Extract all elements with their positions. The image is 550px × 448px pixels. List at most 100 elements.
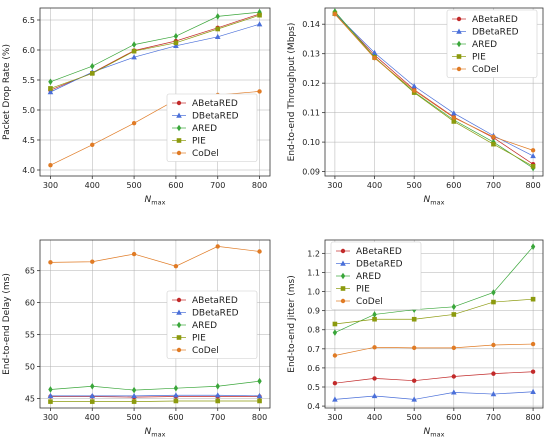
legend-label: ARED bbox=[192, 321, 217, 331]
series-line bbox=[50, 380, 260, 391]
data-point bbox=[131, 48, 137, 54]
data-point bbox=[411, 316, 417, 322]
y-tick-label: 0.9 bbox=[307, 307, 320, 316]
legend-label: PIE bbox=[356, 285, 370, 295]
legend-marker bbox=[340, 248, 346, 254]
data-point bbox=[411, 378, 417, 383]
data-point bbox=[530, 152, 536, 159]
series-line bbox=[50, 400, 260, 402]
legend-marker bbox=[456, 40, 462, 48]
legend-marker bbox=[176, 150, 182, 156]
y-tick-label: 0.5 bbox=[307, 383, 320, 392]
data-point bbox=[131, 392, 137, 399]
data-point bbox=[332, 321, 338, 327]
x-tick-label: 700 bbox=[486, 181, 501, 190]
series-abetared bbox=[332, 369, 536, 386]
data-point bbox=[89, 71, 95, 76]
data-point bbox=[451, 119, 457, 124]
legend-marker bbox=[456, 16, 462, 22]
data-point bbox=[173, 392, 179, 398]
data-point bbox=[411, 83, 417, 89]
data-point bbox=[47, 89, 54, 95]
x-tick-label: 600 bbox=[168, 181, 183, 190]
legend-marker bbox=[176, 100, 182, 106]
y-axis-label: End-to-end Delay (ms) bbox=[2, 273, 12, 375]
x-axis-label: Nmax bbox=[145, 195, 166, 207]
data-point bbox=[332, 396, 338, 402]
series-dbetared bbox=[47, 392, 263, 399]
y-tick-label: 5.5 bbox=[22, 76, 35, 85]
y-tick-label: 6.5 bbox=[22, 16, 35, 25]
legend-label: CoDel bbox=[192, 346, 219, 356]
data-point bbox=[90, 259, 95, 264]
series-line bbox=[334, 298, 534, 325]
data-point bbox=[215, 244, 220, 249]
y-tick-label: 0.13 bbox=[302, 50, 320, 59]
legend-label: PIE bbox=[192, 334, 206, 344]
data-point bbox=[332, 329, 338, 336]
data-point bbox=[451, 115, 457, 120]
x-axis-label-subscript: max bbox=[430, 199, 444, 207]
x-tick-label: 800 bbox=[252, 181, 267, 190]
legend: ABetaRED DBetaRED ARED PIE CoDel bbox=[330, 241, 422, 310]
series-line bbox=[334, 246, 534, 333]
data-point bbox=[371, 392, 378, 399]
data-point bbox=[173, 263, 179, 269]
data-point bbox=[491, 299, 496, 305]
y-axis-label: Packet Drop Rate (%) bbox=[2, 44, 12, 140]
data-point bbox=[372, 345, 377, 350]
data-point bbox=[47, 392, 54, 399]
series-line bbox=[334, 343, 534, 356]
y-tick-label: 1.0 bbox=[307, 288, 320, 297]
data-point bbox=[131, 41, 137, 48]
x-axis-label-main: N bbox=[145, 427, 152, 437]
data-point bbox=[131, 121, 137, 126]
y-tick-label: 5.0 bbox=[22, 106, 35, 115]
data-point bbox=[530, 369, 536, 374]
series-line bbox=[334, 371, 534, 384]
x-tick-label: 500 bbox=[407, 413, 422, 422]
series-ared bbox=[48, 8, 262, 86]
data-point bbox=[131, 399, 137, 404]
data-point bbox=[89, 392, 96, 399]
data-point bbox=[371, 49, 378, 55]
legend-marker bbox=[340, 260, 346, 266]
x-axis-label-main: N bbox=[424, 427, 431, 437]
x-tick-label: 500 bbox=[126, 413, 141, 422]
y-tick-label: 1.1 bbox=[307, 268, 320, 277]
series-pie bbox=[332, 296, 536, 327]
data-point bbox=[372, 316, 377, 322]
plot-frame bbox=[39, 7, 271, 177]
plot-frame bbox=[324, 239, 544, 409]
legend-marker bbox=[456, 66, 462, 72]
legend-box bbox=[446, 9, 538, 78]
y-tick-label: 0.11 bbox=[302, 109, 320, 118]
x-tick-label: 400 bbox=[85, 181, 100, 190]
data-point bbox=[530, 296, 536, 302]
data-point bbox=[411, 88, 417, 93]
x-tick-label: 500 bbox=[126, 181, 141, 190]
series-line bbox=[50, 23, 260, 93]
data-point bbox=[215, 382, 220, 390]
chart-panel-3: 45 50 55 60 65 300 400 500 600 700 800 Nmax End-to-e… bbox=[2, 239, 271, 439]
x-axis-label-main: N bbox=[145, 195, 152, 205]
y-tick-label: 60 bbox=[25, 299, 35, 308]
x-tick-label: 600 bbox=[168, 413, 183, 422]
x-tick-label: 700 bbox=[210, 413, 225, 422]
data-point bbox=[48, 386, 53, 393]
legend-box bbox=[166, 93, 258, 162]
series-line bbox=[334, 12, 534, 165]
y-tick-label: 6.0 bbox=[22, 46, 35, 55]
x-tick-label: 300 bbox=[43, 181, 58, 190]
x-tick-label: 400 bbox=[367, 181, 382, 190]
y-tick-label: 55 bbox=[25, 331, 35, 340]
y-tick-label: 4.5 bbox=[22, 136, 35, 145]
data-point bbox=[48, 78, 53, 86]
x-axis-label-subscript: max bbox=[151, 199, 165, 207]
legend: ABetaRED DBetaRED ARED PIE CoDel bbox=[446, 9, 538, 78]
data-point bbox=[173, 42, 179, 48]
data-point bbox=[491, 141, 496, 147]
legend-label: ARED bbox=[356, 272, 381, 282]
x-tick-label: 600 bbox=[446, 181, 461, 190]
legend-label: DBetaRED bbox=[192, 309, 239, 319]
